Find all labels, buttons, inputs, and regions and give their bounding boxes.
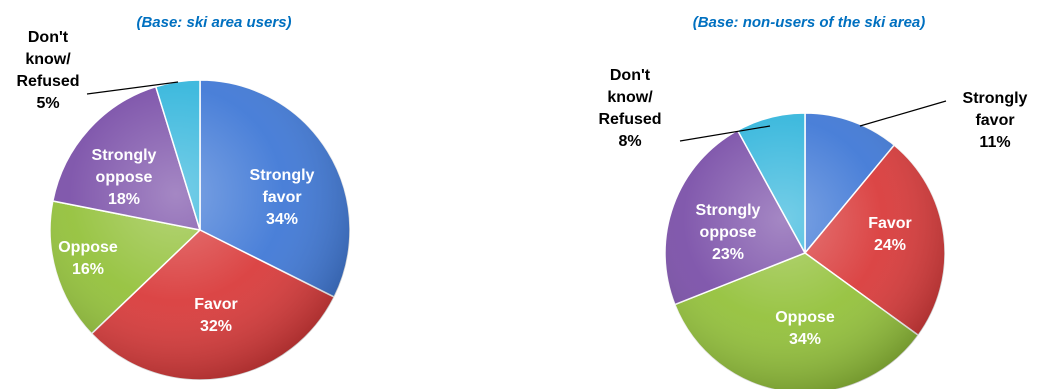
leader-line-strongly-favor — [859, 100, 947, 127]
slice-label-strongly-oppose: Strongly oppose 18% — [92, 147, 157, 208]
pie-slices — [49, 79, 351, 381]
slice-label-dont-know: Don't know/Refused 8% — [598, 67, 661, 150]
slice-label-dont-know: Don't know/Refused 5% — [16, 29, 79, 112]
slice-label-strongly-oppose: Strongly oppose 23% — [696, 202, 761, 263]
pie-chart-non-users: (Base: non-users of the ski area) Strong… — [598, 14, 1028, 389]
slice-label-favor: Favor 32% — [194, 296, 238, 335]
slice-label-strongly-favor: Strongly favor 11% — [963, 90, 1028, 151]
slice-label-oppose: Oppose 34% — [775, 309, 835, 348]
pie-chart-ski-users: (Base: ski area users) Strongly favor 34% … — [16, 14, 351, 381]
chart-subtitle: (Base: non-users of the ski area) — [693, 14, 926, 31]
chart-subtitle: (Base: ski area users) — [136, 14, 291, 31]
slice-label-favor: Favor 24% — [868, 215, 912, 254]
leader-line-dont-know — [679, 125, 771, 142]
slice-label-strongly-favor: Strongly favor 34% — [250, 167, 315, 228]
leader-line-dont-know — [86, 81, 179, 95]
slice-label-oppose: Oppose 16% — [58, 239, 118, 278]
